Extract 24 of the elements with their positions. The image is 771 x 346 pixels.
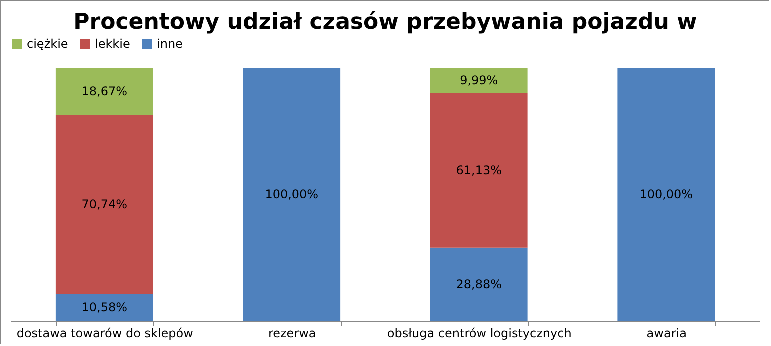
x-tick-label: dostawa towarów do sklepów [16,326,194,340]
x-tick-label: awaria [646,326,687,340]
data-label: 28,88% [456,277,502,292]
data-label: 18,67% [82,84,128,99]
data-label: 9,99% [460,74,498,88]
bar [430,68,528,94]
x-tick-label: rezerwa [268,326,316,340]
chart-title: Procentowy udział czasów przebywania pojazdu w [74,10,698,35]
legend-label: inne [157,37,183,51]
bar [430,248,528,321]
bar [56,115,154,294]
legend-label: ciężkie [27,37,68,51]
data-label: 10,58% [82,300,128,315]
bar [56,68,154,116]
data-label: 70,74% [82,198,128,212]
data-label: 100,00% [265,188,319,202]
bar [618,68,716,321]
data-label: 61,13% [456,164,502,178]
legend-label: lekkie [95,37,130,51]
bar [430,93,528,248]
bar [56,294,154,321]
x-tick-label: obsługa centrów logistycznych [387,326,572,340]
bar [243,68,341,321]
data-label: 100,00% [640,188,694,202]
